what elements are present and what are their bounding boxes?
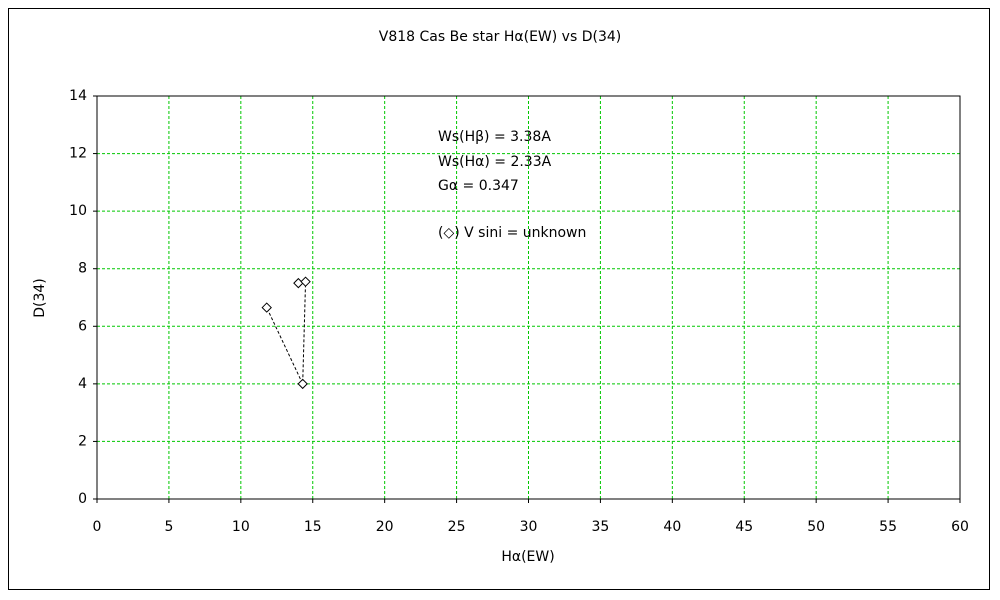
- y-tick-label: 14: [69, 88, 87, 104]
- x-tick-label: 45: [735, 519, 753, 535]
- annotation: Ws(Hβ) = 3.38A: [438, 129, 551, 145]
- x-tick-label: 35: [592, 519, 610, 535]
- annotation: (◇) V sini = unknown: [438, 225, 586, 241]
- x-tick-label: 55: [879, 519, 897, 535]
- plot-frame: [96, 95, 961, 500]
- y-tick-label: 4: [78, 376, 87, 392]
- point: [297, 378, 308, 390]
- annotation: Ws(Hα) = 2.33A: [438, 154, 552, 170]
- x-tick-label: 50: [807, 519, 825, 535]
- x-tick-label: 20: [376, 519, 394, 535]
- x-tick-label: 25: [448, 519, 466, 535]
- y-tick-label: 12: [69, 146, 87, 162]
- chart-title: V818 Cas Be star Hα(EW) vs D(34): [379, 29, 621, 45]
- annotation: Gα = 0.347: [438, 178, 519, 194]
- x-tick-label: 60: [951, 519, 969, 535]
- y-tick-label: 10: [69, 203, 87, 219]
- y-tick-label: 0: [78, 491, 87, 507]
- x-tick-label: 0: [93, 519, 102, 535]
- point: [261, 302, 272, 313]
- y-axis-label: D(34): [32, 278, 48, 318]
- x-tick-label: 10: [232, 519, 250, 535]
- x-axis-label: Hα(EW): [501, 549, 554, 565]
- y-tick-label: 8: [78, 261, 87, 277]
- connecting-line: [266, 281, 307, 385]
- y-tick-label: 6: [78, 318, 87, 334]
- x-tick-label: 30: [520, 519, 538, 535]
- chart-frame: [8, 8, 990, 590]
- x-tick-label: 5: [164, 519, 173, 535]
- point: [300, 276, 311, 287]
- y-tick-label: 2: [78, 433, 87, 449]
- x-tick-label: 15: [304, 519, 322, 535]
- x-tick-label: 40: [663, 519, 681, 535]
